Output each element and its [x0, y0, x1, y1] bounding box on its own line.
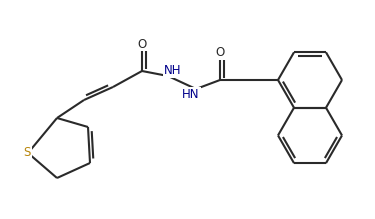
Text: HN: HN — [182, 88, 200, 101]
Text: S: S — [23, 147, 31, 159]
Text: O: O — [215, 46, 225, 60]
Text: NH: NH — [164, 65, 182, 78]
Text: O: O — [137, 37, 147, 51]
